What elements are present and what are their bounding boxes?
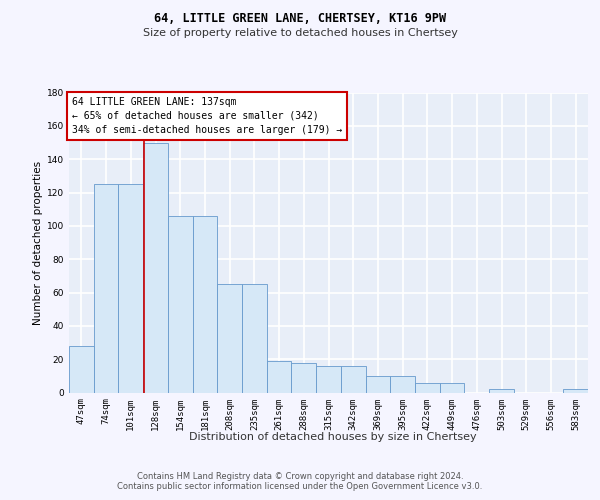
- Bar: [94, 184, 118, 392]
- Bar: [118, 184, 143, 392]
- Bar: [316, 366, 341, 392]
- Bar: [365, 376, 390, 392]
- Bar: [390, 376, 415, 392]
- Bar: [168, 216, 193, 392]
- Text: Size of property relative to detached houses in Chertsey: Size of property relative to detached ho…: [143, 28, 457, 38]
- Text: Contains public sector information licensed under the Open Government Licence v3: Contains public sector information licen…: [118, 482, 482, 491]
- Bar: [341, 366, 365, 392]
- Bar: [143, 142, 168, 392]
- Bar: [217, 284, 242, 393]
- Bar: [563, 389, 588, 392]
- Bar: [415, 382, 440, 392]
- Bar: [292, 362, 316, 392]
- Bar: [440, 382, 464, 392]
- Bar: [489, 389, 514, 392]
- Bar: [69, 346, 94, 393]
- Bar: [242, 284, 267, 393]
- Text: 64 LITTLE GREEN LANE: 137sqm
← 65% of detached houses are smaller (342)
34% of s: 64 LITTLE GREEN LANE: 137sqm ← 65% of de…: [71, 97, 342, 135]
- Text: Contains HM Land Registry data © Crown copyright and database right 2024.: Contains HM Land Registry data © Crown c…: [137, 472, 463, 481]
- Bar: [267, 361, 292, 392]
- Y-axis label: Number of detached properties: Number of detached properties: [33, 160, 43, 324]
- Text: Distribution of detached houses by size in Chertsey: Distribution of detached houses by size …: [189, 432, 477, 442]
- Bar: [193, 216, 217, 392]
- Text: 64, LITTLE GREEN LANE, CHERTSEY, KT16 9PW: 64, LITTLE GREEN LANE, CHERTSEY, KT16 9P…: [154, 12, 446, 26]
